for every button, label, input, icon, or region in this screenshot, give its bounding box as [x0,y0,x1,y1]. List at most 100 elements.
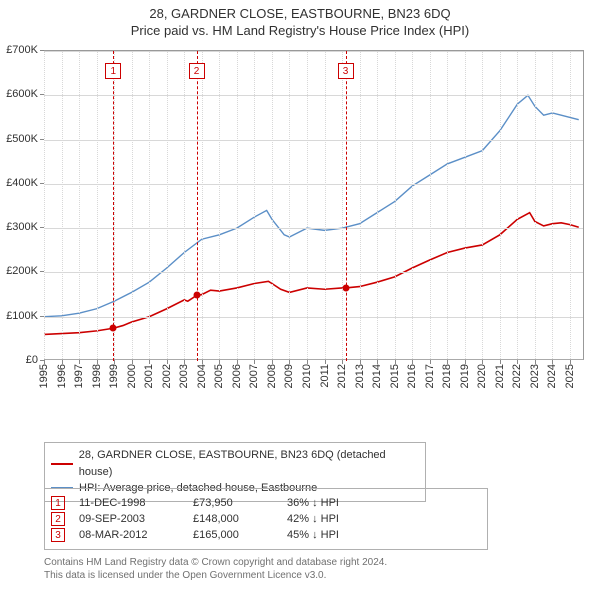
gridline-vertical [254,51,255,359]
footer-line-1: Contains HM Land Registry data © Crown c… [44,556,387,569]
x-axis-label: 1995 [38,364,50,388]
gridline-vertical [272,51,273,359]
legend-sale-delta: 45% ↓ HPI [287,529,339,541]
gridline-horizontal [44,51,583,52]
gridline-horizontal [44,140,583,141]
x-axis-label: 2018 [441,364,453,388]
x-axis-label: 2005 [213,364,225,388]
x-axis-label: 2013 [354,364,366,388]
x-axis-label: 2015 [389,364,401,388]
sale-marker-line [346,51,347,361]
gridline-vertical [465,51,466,359]
x-axis-label: 2017 [424,364,436,388]
gridline-vertical [342,51,343,359]
gridline-vertical [325,51,326,359]
gridline-vertical [570,51,571,359]
legend-sale-marker: 3 [51,528,65,542]
gridline-vertical [360,51,361,359]
x-axis-label: 2003 [178,364,190,388]
sale-marker-dot [193,292,200,299]
gridline-vertical [535,51,536,359]
x-axis-label: 2001 [143,364,155,388]
y-axis-label: £300K [6,221,38,233]
legend-sales: 1 11-DEC-1998 £73,950 36% ↓ HPI 2 09-SEP-2003… [44,488,488,550]
gridline-vertical [500,51,501,359]
gridline-vertical [289,51,290,359]
y-axis-label: £100K [6,310,38,322]
x-axis-label: 1999 [108,364,120,388]
x-axis-label: 2006 [231,364,243,388]
gridline-vertical [517,51,518,359]
legend-sale-date: 09-SEP-2003 [79,513,179,525]
gridline-vertical [97,51,98,359]
gridline-horizontal [44,228,583,229]
attribution-footer: Contains HM Land Registry data © Crown c… [44,556,387,582]
sale-marker-box: 1 [105,63,121,79]
chart-area: 123 £0£100K£200K£300K£400K£500K£600K£700… [44,50,584,390]
gridline-vertical [552,51,553,359]
legend-sale-date: 11-DEC-1998 [79,497,179,509]
sale-marker-dot [342,284,349,291]
x-axis-label: 2009 [283,364,295,388]
series-hpi [44,95,579,316]
y-axis-label: £400K [6,177,38,189]
gridline-vertical [79,51,80,359]
gridline-vertical [202,51,203,359]
gridline-vertical [482,51,483,359]
legend-label: 28, GARDNER CLOSE, EASTBOURNE, BN23 6DQ … [79,447,419,480]
legend-sale-marker: 2 [51,512,65,526]
x-axis-label: 2004 [196,364,208,388]
gridline-vertical [149,51,150,359]
legend-sale-row: 209-SEP-2003£148,00042% ↓ HPI [51,512,481,526]
title-block: 28, GARDNER CLOSE, EASTBOURNE, BN23 6DQ … [0,0,600,38]
sale-marker-box: 2 [189,63,205,79]
gridline-vertical [412,51,413,359]
x-axis-label: 1996 [56,364,68,388]
sale-marker-dot [110,325,117,332]
legend-sale-delta: 36% ↓ HPI [287,497,339,509]
x-axis-label: 2025 [564,364,576,388]
legend-series-row: 28, GARDNER CLOSE, EASTBOURNE, BN23 6DQ … [51,447,419,480]
gridline-vertical [219,51,220,359]
sale-marker-line [113,51,114,361]
gridline-vertical [44,51,45,359]
sale-marker-line [197,51,198,361]
chart-container: 28, GARDNER CLOSE, EASTBOURNE, BN23 6DQ … [0,0,600,590]
gridline-vertical [447,51,448,359]
x-axis-label: 2007 [248,364,260,388]
legend-sale-row: 308-MAR-2012£165,00045% ↓ HPI [51,528,481,542]
legend-sale-marker: 1 [51,496,65,510]
x-axis-label: 1997 [73,364,85,388]
x-axis-label: 2023 [529,364,541,388]
legend-sale-price: £73,950 [193,497,273,509]
gridline-vertical [184,51,185,359]
x-axis-label: 2016 [406,364,418,388]
x-axis-label: 2011 [319,364,331,388]
y-axis-label: £200K [6,265,38,277]
x-axis-label: 2022 [511,364,523,388]
gridline-vertical [62,51,63,359]
gridline-horizontal [44,95,583,96]
x-axis-label: 2020 [476,364,488,388]
x-axis-label: 2008 [266,364,278,388]
gridline-vertical [237,51,238,359]
x-axis-label: 2019 [459,364,471,388]
x-axis-label: 2012 [336,364,348,388]
footer-line-2: This data is licensed under the Open Gov… [44,569,387,582]
legend-sale-row: 1 11-DEC-1998 £73,950 36% ↓ HPI [51,496,481,510]
x-axis-label: 2014 [371,364,383,388]
gridline-vertical [132,51,133,359]
x-axis-label: 1998 [91,364,103,388]
x-axis-label: 2010 [301,364,313,388]
plot-region: 123 [44,50,584,360]
gridline-vertical [167,51,168,359]
legend-sale-price: £148,000 [193,513,273,525]
y-axis-label: £0 [26,354,38,366]
gridline-vertical [114,51,115,359]
gridline-horizontal [44,272,583,273]
y-axis-label: £700K [6,44,38,56]
chart-address-title: 28, GARDNER CLOSE, EASTBOURNE, BN23 6DQ [0,6,600,21]
x-axis-label: 2024 [546,364,558,388]
chart-subtitle: Price paid vs. HM Land Registry's House … [0,23,600,38]
legend-swatch [51,463,73,465]
